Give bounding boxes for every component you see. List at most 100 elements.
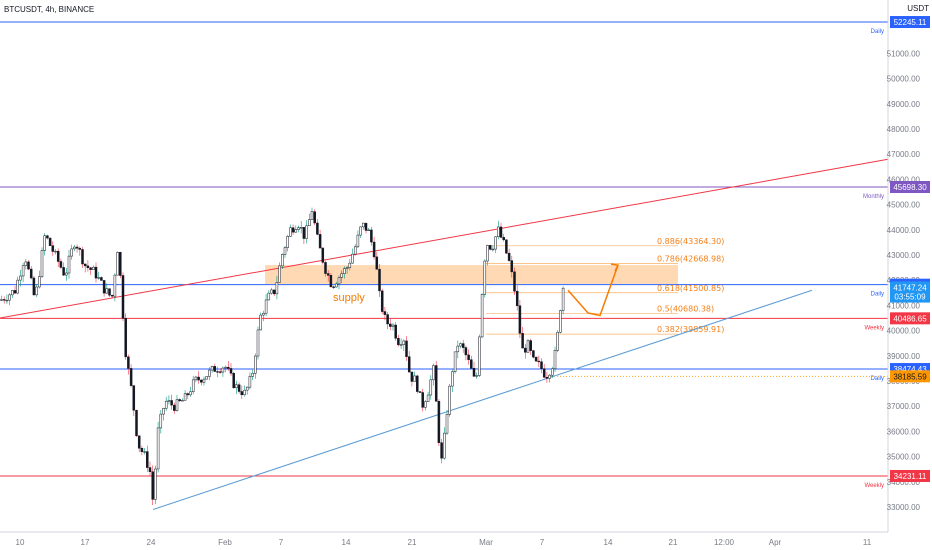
level-tag	[890, 16, 930, 29]
candle-body	[27, 261, 30, 270]
candle-body	[305, 225, 308, 239]
candle-body	[443, 432, 446, 459]
candle-body	[286, 236, 289, 248]
candle-body	[183, 393, 187, 401]
candle-body	[294, 229, 298, 233]
candle-body	[146, 451, 149, 468]
projection-path[interactable]	[567, 264, 619, 317]
candle-body	[197, 376, 200, 381]
supply-zone: supply	[265, 265, 678, 304]
candle-body	[245, 386, 249, 391]
candle-body	[270, 289, 273, 294]
candle-body	[216, 371, 219, 373]
horizontal-levels: Daily Monthly Daily Weekly Daily Weekly	[0, 21, 888, 489]
candle-body	[488, 245, 492, 250]
level-tag	[890, 181, 930, 194]
fib-label: 0.786(42668.98)	[657, 254, 724, 263]
candle-body	[73, 246, 76, 250]
candle-body	[426, 394, 430, 402]
candle-body	[505, 239, 508, 254]
candle-body	[340, 273, 343, 278]
candle-body	[35, 286, 38, 296]
candle-body	[121, 275, 125, 319]
candle-body	[429, 379, 433, 396]
y-tick-label: 37000.00	[887, 402, 921, 411]
candle-body	[237, 384, 241, 392]
candle-body	[318, 234, 322, 249]
x-tick-label: 14	[604, 538, 613, 547]
candle-body	[472, 368, 476, 377]
y-tick-label: 43000.00	[887, 251, 921, 260]
candle-body	[75, 246, 79, 249]
candle-body	[154, 468, 157, 500]
candle-body	[518, 305, 522, 334]
fib-retracement: 0.886(43364.30) 0.786(42668.98) 0.618(4150…	[486, 237, 724, 335]
x-tick-label: Apr	[769, 538, 782, 547]
candle-body	[97, 277, 100, 279]
candle-body	[418, 391, 422, 393]
candle-body	[389, 323, 392, 327]
level-tag-label: 45698.30	[893, 183, 927, 192]
candle-body	[11, 290, 14, 296]
candle-body	[129, 368, 133, 386]
candle-body	[375, 256, 379, 270]
trendline-resistance[interactable]	[0, 158, 889, 319]
trendlines	[0, 158, 889, 510]
candle-body	[510, 260, 514, 273]
candle-body	[494, 236, 497, 250]
candle-body	[335, 283, 338, 288]
candle-body	[132, 385, 136, 411]
x-tick-label: 12:00	[714, 538, 735, 547]
candle-body	[332, 286, 335, 288]
candle-body	[559, 310, 562, 333]
candle-body	[251, 373, 254, 377]
candle-body	[316, 222, 319, 235]
candle-body	[200, 379, 203, 383]
candle-body	[32, 277, 36, 296]
candle-body	[140, 447, 144, 452]
symbol-label: BTCUSDT, 4h, BINANCE	[4, 5, 94, 14]
candle-body	[329, 275, 333, 288]
y-tick-label: 41000.00	[887, 301, 921, 310]
projection-arrowhead	[610, 263, 620, 272]
fib-label: 0.618(41500.85)	[657, 284, 724, 293]
candle-body	[421, 392, 424, 408]
x-tick-label: 10	[16, 538, 25, 547]
candle-body	[297, 227, 300, 230]
y-tick-label: 34000.00	[887, 478, 921, 487]
candle-body	[448, 385, 451, 415]
candle-body	[267, 292, 271, 301]
candle-body	[321, 247, 325, 263]
candle-body	[272, 289, 276, 295]
candle-body	[43, 235, 46, 251]
supply-zone-box[interactable]	[265, 265, 678, 284]
level-tag	[890, 469, 930, 482]
candle-body	[370, 229, 373, 243]
candle-body	[407, 356, 411, 373]
candle-body	[283, 247, 287, 255]
y-tick-label: 36000.00	[887, 427, 921, 436]
candle-body	[526, 340, 530, 353]
x-tick-label: 14	[342, 538, 351, 547]
level-tag-label: 52245.11	[894, 18, 927, 27]
candle-body	[343, 268, 346, 274]
candle-body	[29, 268, 33, 279]
trendline-support[interactable]	[152, 289, 813, 510]
candle-body	[281, 254, 284, 267]
candle-body	[48, 237, 52, 246]
fib-label: 0.886(43364.30)	[657, 237, 724, 246]
candle-body	[127, 356, 130, 369]
candle-body	[475, 375, 478, 377]
candle-body	[451, 371, 454, 387]
candle-body	[351, 253, 354, 264]
time-axis[interactable]: 10 17 24 Feb 7 14 21 Mar 7 14 21 12:00 Apr 11	[16, 538, 872, 547]
candle-body	[59, 261, 63, 268]
level-note: Daily	[871, 376, 884, 382]
x-tick-label: 21	[669, 538, 678, 547]
candle-body	[170, 400, 173, 406]
y-tick-label: 35000.00	[887, 453, 921, 462]
candle-body	[232, 373, 235, 389]
candle-body	[405, 340, 408, 357]
currency-label[interactable]: USDT	[907, 4, 929, 13]
